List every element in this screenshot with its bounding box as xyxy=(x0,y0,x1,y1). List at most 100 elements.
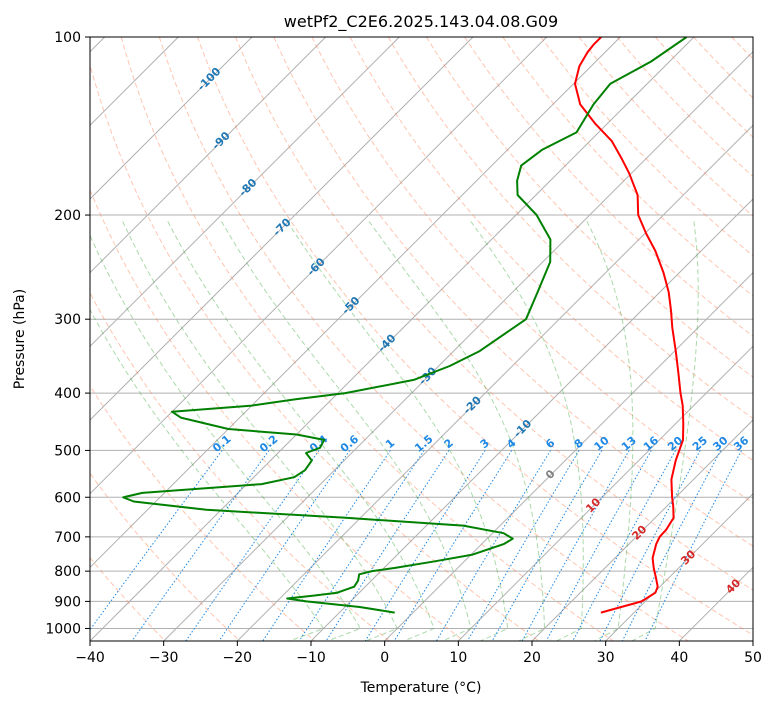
dry-adiabat xyxy=(90,62,540,641)
mixing-ratio-label: 0.6 xyxy=(338,432,362,455)
isotherm-label: -80 xyxy=(236,176,259,199)
x-tick-label: −30 xyxy=(149,650,179,666)
isotherm-gridline xyxy=(163,50,753,641)
x-tick-label: 20 xyxy=(523,650,541,666)
isotherm-label: 30 xyxy=(678,547,698,567)
mixing-ratio-line xyxy=(491,450,603,641)
dry-adiabat xyxy=(425,37,753,378)
mixing-ratio-line xyxy=(621,450,722,641)
moist-adiabat xyxy=(167,221,435,641)
moist-adiabat xyxy=(286,221,509,641)
x-tick-label: 40 xyxy=(670,650,688,666)
isotherm-gridline xyxy=(90,37,400,348)
dry-adiabat xyxy=(90,472,241,641)
dry-adiabat xyxy=(770,37,775,641)
chart-title: wetPf2_C2E6.2025.143.04.08.G09 xyxy=(284,12,558,32)
y-axis-title: Pressure (hPa) xyxy=(12,289,28,389)
dry-adiabat xyxy=(158,37,689,641)
axes: −40 −30 −20 −10 0 10 20 30 40 5010020030040050060… xyxy=(45,30,762,666)
mixing-ratio-line xyxy=(218,450,351,641)
isotherm-gridline xyxy=(90,37,621,569)
moist-adiabat xyxy=(631,221,699,641)
mixing-ratio-line xyxy=(393,450,513,641)
isotherm-gridline xyxy=(678,566,753,641)
isotherm-label: -70 xyxy=(270,215,293,238)
moist-adiabat xyxy=(90,234,362,641)
moist-adiabat xyxy=(586,221,634,641)
moist-adiabat xyxy=(368,221,545,641)
y-tick-label: 400 xyxy=(54,386,81,402)
x-tick-label: −40 xyxy=(75,650,105,666)
isotherm-label: -10 xyxy=(511,417,534,440)
dry-adiabat xyxy=(90,384,316,641)
isotherm-gridline xyxy=(457,345,753,641)
mixing-ratio-line xyxy=(572,450,676,641)
isotherm-gridline xyxy=(605,492,753,641)
moist-adiabat xyxy=(122,221,398,641)
moist-adiabat xyxy=(221,221,472,641)
dry-adiabat xyxy=(273,37,753,547)
y-tick-label: 300 xyxy=(54,312,81,328)
moist-adiabat xyxy=(470,221,584,641)
y-tick-label: 900 xyxy=(54,594,81,610)
dry-adiabat xyxy=(693,37,753,99)
x-tick-label: 30 xyxy=(597,650,615,666)
x-tick-label: 50 xyxy=(744,650,762,666)
x-tick-label: −20 xyxy=(223,650,253,666)
y-tick-label: 100 xyxy=(54,30,81,46)
isotherm-label: -60 xyxy=(304,255,327,278)
dry-adiabat xyxy=(90,291,390,641)
mixing-ratio-line xyxy=(364,450,486,641)
mixing-ratio-label: 8 xyxy=(572,436,586,451)
dry-adiabat xyxy=(540,37,753,257)
x-tick-label: 10 xyxy=(449,650,467,666)
dry-adiabat xyxy=(464,37,753,337)
isotherm-label: 20 xyxy=(629,523,649,543)
y-tick-label: 700 xyxy=(54,530,81,546)
y-tick-label: 500 xyxy=(54,443,81,459)
mixing-ratio-line xyxy=(599,450,701,641)
mixing-ratio-label: 1.5 xyxy=(412,432,435,454)
isotherm-label: -40 xyxy=(375,331,398,354)
mixing-ratio-line xyxy=(90,450,223,631)
isotherm-gridline xyxy=(384,271,753,641)
mixing-ratio-label: 3 xyxy=(478,436,492,451)
mixing-ratio-line xyxy=(325,450,450,641)
x-tick-label: −10 xyxy=(296,650,326,666)
mixing-ratio-line xyxy=(298,450,425,641)
y-tick-label: 600 xyxy=(54,490,81,506)
plot-area: 0.1 0.2 0.4 0.6 1 1.5 2 3 4 6 8 10 13 16 20 25 30 36-100-… xyxy=(90,37,775,641)
mixing-ratio-line xyxy=(521,450,630,641)
mixing-ratio-line xyxy=(545,450,652,641)
dewpoint-profile xyxy=(122,37,688,614)
mixing-ratio-line xyxy=(185,450,320,641)
dry-adiabat xyxy=(120,37,614,641)
y-tick-label: 200 xyxy=(54,208,81,224)
plot-frame xyxy=(89,36,754,642)
isotherm-label: -30 xyxy=(416,364,439,387)
mixing-ratio-label: 0.2 xyxy=(257,433,280,455)
dry-adiabat xyxy=(197,37,753,636)
isotherm-gridline xyxy=(236,124,753,641)
dry-adiabat xyxy=(90,188,465,641)
isotherm-label: -90 xyxy=(209,129,232,152)
dry-adiabat xyxy=(349,37,753,462)
mixing-ratio-line xyxy=(435,450,552,641)
isotherm-gridline xyxy=(90,37,695,641)
x-axis-title: Temperature (°C) xyxy=(360,680,482,696)
dry-adiabat xyxy=(502,37,753,297)
moist-adiabat xyxy=(90,308,325,641)
isotherm-gridline xyxy=(90,37,474,421)
dry-adiabat xyxy=(616,37,753,178)
mixing-ratio-line xyxy=(467,450,580,641)
mixing-ratio-line xyxy=(644,450,742,641)
mixing-ratio-line xyxy=(131,450,270,641)
isotherm-gridline xyxy=(752,640,753,641)
dry-adiabat xyxy=(235,37,753,591)
isotherm-gridline xyxy=(310,198,753,641)
mixing-ratio-label: 2 xyxy=(442,436,456,451)
y-tick-label: 1000 xyxy=(45,621,81,637)
temperature-profile xyxy=(574,37,685,614)
mixing-ratio-label: 4 xyxy=(504,436,518,451)
